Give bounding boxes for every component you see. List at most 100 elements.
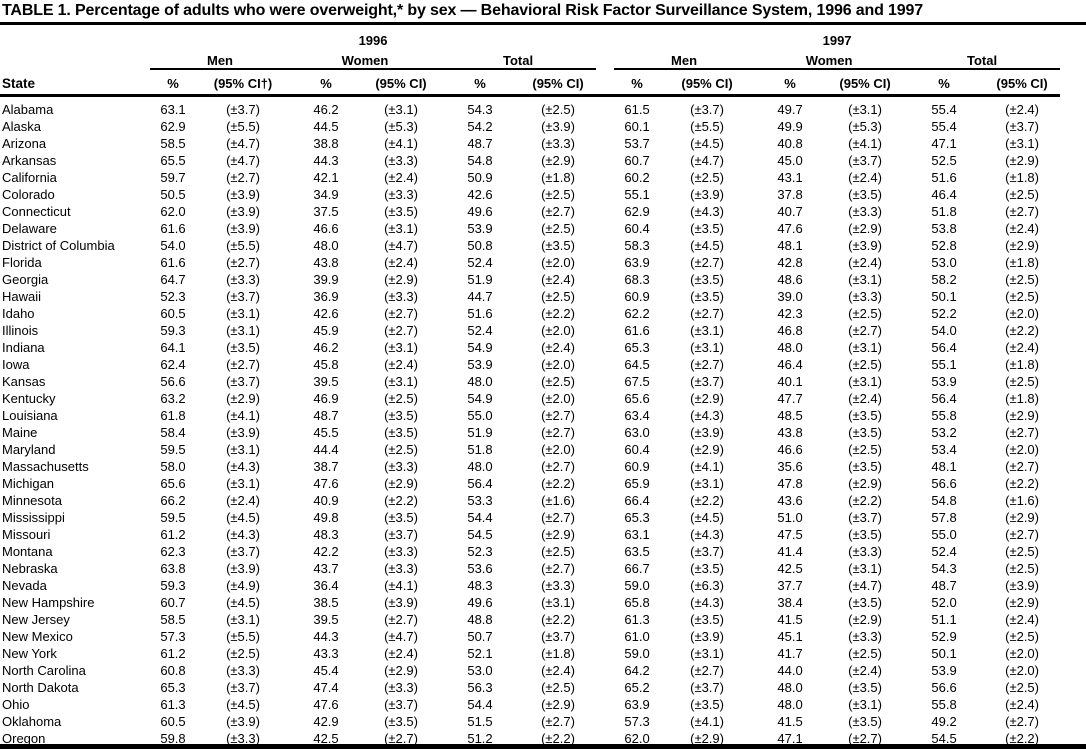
group-gap-cell (596, 407, 614, 424)
value-cell: 65.3 (624, 340, 650, 355)
value-cell: (±1.8) (1005, 255, 1039, 270)
value-cell: (±4.5) (690, 136, 724, 151)
value-cell: (±2.7) (226, 170, 260, 185)
value-cell: 60.5 (160, 714, 186, 729)
value-cell: 52.3 (160, 289, 186, 304)
table-row: Missouri 61.2 (±4.3) 48.3 (±3.7) 54.5 (±2.9) 63… (0, 526, 1060, 543)
value-cell: 60.1 (624, 119, 650, 134)
value-cell: 60.8 (160, 663, 186, 678)
value-cell: 64.7 (160, 272, 186, 287)
value-cell: (±3.9) (690, 425, 724, 440)
value-cell: (±3.5) (690, 289, 724, 304)
value-cell: (±3.5) (541, 238, 575, 253)
value-cell: 53.4 (931, 442, 957, 457)
value-cell: 63.8 (160, 561, 186, 576)
value-cell: (±2.7) (541, 561, 575, 576)
ci-column-header: (95% CI) (984, 69, 1061, 97)
ci-column-header: (95% CI†) (196, 69, 290, 97)
group-gap-cell (596, 696, 614, 713)
value-cell: (±2.7) (384, 731, 418, 746)
table-row: New York 61.2 (±2.5) 43.3 (±2.4) 52.1 (±1.8) 59… (0, 645, 1060, 662)
pct-column-header: % (614, 69, 661, 97)
value-cell: 52.4 (931, 544, 957, 559)
value-cell: (±2.0) (1005, 663, 1039, 678)
value-cell: (±5.5) (226, 119, 260, 134)
value-cell: (±4.7) (384, 629, 418, 644)
value-cell: (±3.9) (226, 714, 260, 729)
value-cell: 64.1 (160, 340, 186, 355)
value-cell: 43.3 (313, 646, 339, 661)
column-header-row: State % (95% CI†) % (95% CI) % (95% CI) … (0, 69, 1061, 97)
group-gap-cell (596, 169, 614, 186)
value-cell: (±2.2) (541, 306, 575, 321)
table-row: Arizona 58.5 (±4.7) 38.8 (±4.1) 48.7 (±3.3) 53.… (0, 135, 1060, 152)
value-cell: (±2.5) (848, 442, 882, 457)
value-cell: (±2.5) (541, 374, 575, 389)
value-cell: 40.7 (777, 204, 803, 219)
state-name-cell: New York (2, 646, 57, 661)
value-cell: 62.9 (624, 204, 650, 219)
state-name-cell: Alaska (2, 119, 42, 134)
value-cell: (±3.9) (690, 629, 724, 644)
value-cell: 50.7 (467, 629, 493, 644)
value-cell: (±3.5) (690, 561, 724, 576)
group-gap-cell (596, 339, 614, 356)
value-cell: (±2.4) (1005, 340, 1039, 355)
table-row: Maine 58.4 (±3.9) 45.5 (±3.5) 51.9 (±2.7) 63.0 (… (0, 424, 1060, 441)
table-row: Florida 61.6 (±2.7) 43.8 (±2.4) 52.4 (±2.0) 63.… (0, 254, 1060, 271)
state-column-header: State (0, 69, 150, 97)
group-gap-cell (596, 628, 614, 645)
table-row: Louisiana 61.8 (±4.1) 48.7 (±3.5) 55.0 (±2.7) 6… (0, 407, 1060, 424)
value-cell: 55.1 (624, 187, 650, 202)
group-gap-cell (596, 356, 614, 373)
value-cell: (±2.9) (690, 391, 724, 406)
value-cell: 42.8 (777, 255, 803, 270)
pct-column-header: % (290, 69, 362, 97)
value-cell: (±2.5) (1005, 289, 1039, 304)
value-cell: 39.5 (313, 612, 339, 627)
value-cell: (±2.7) (1005, 459, 1039, 474)
value-cell: 51.8 (931, 204, 957, 219)
value-cell: (±4.7) (226, 136, 260, 151)
value-cell: 55.1 (931, 357, 957, 372)
value-cell: 53.8 (931, 221, 957, 236)
value-cell: 58.0 (160, 459, 186, 474)
value-cell: 62.4 (160, 357, 186, 372)
empty-cell (0, 26, 150, 49)
value-cell: (±3.1) (848, 697, 882, 712)
value-cell: (±4.7) (690, 153, 724, 168)
value-cell: (±3.7) (690, 544, 724, 559)
value-cell: 37.8 (777, 187, 803, 202)
value-cell: (±3.7) (848, 153, 882, 168)
value-cell: 42.6 (313, 306, 339, 321)
value-cell: (±2.9) (1005, 595, 1039, 610)
value-cell: (±3.5) (384, 425, 418, 440)
table-row: Delaware 61.6 (±3.9) 46.6 (±3.1) 53.9 (±2.5) 60… (0, 220, 1060, 237)
value-cell: (±3.3) (226, 272, 260, 287)
value-cell: (±2.7) (384, 323, 418, 338)
value-cell: 41.5 (777, 714, 803, 729)
value-cell: (±4.7) (226, 153, 260, 168)
value-cell: 46.2 (313, 102, 339, 117)
state-name-cell: Kansas (2, 374, 46, 389)
value-cell: (±2.7) (541, 425, 575, 440)
value-cell: (±2.5) (1005, 187, 1039, 202)
value-cell: 48.0 (777, 340, 803, 355)
value-cell: (±4.5) (226, 595, 260, 610)
value-cell: 48.0 (777, 680, 803, 695)
value-cell: 50.8 (467, 238, 493, 253)
value-cell: 34.9 (313, 187, 339, 202)
value-cell: 36.9 (313, 289, 339, 304)
value-cell: 61.6 (160, 255, 186, 270)
value-cell: 40.9 (313, 493, 339, 508)
value-cell: 46.6 (777, 442, 803, 457)
table-row: Michigan 65.6 (±3.1) 47.6 (±2.9) 56.4 (±2.2) 65… (0, 475, 1060, 492)
table-row: Minnesota 66.2 (±2.4) 40.9 (±2.2) 53.3 (±1.6) 6… (0, 492, 1060, 509)
value-cell: (±3.1) (1005, 136, 1039, 151)
value-cell: 59.0 (624, 578, 650, 593)
value-cell: 51.2 (467, 731, 493, 746)
value-cell: 61.3 (160, 697, 186, 712)
value-cell: 62.9 (160, 119, 186, 134)
sex-group-header-row: Men Women Total Men Women Total (0, 49, 1061, 70)
value-cell: 56.4 (931, 340, 957, 355)
